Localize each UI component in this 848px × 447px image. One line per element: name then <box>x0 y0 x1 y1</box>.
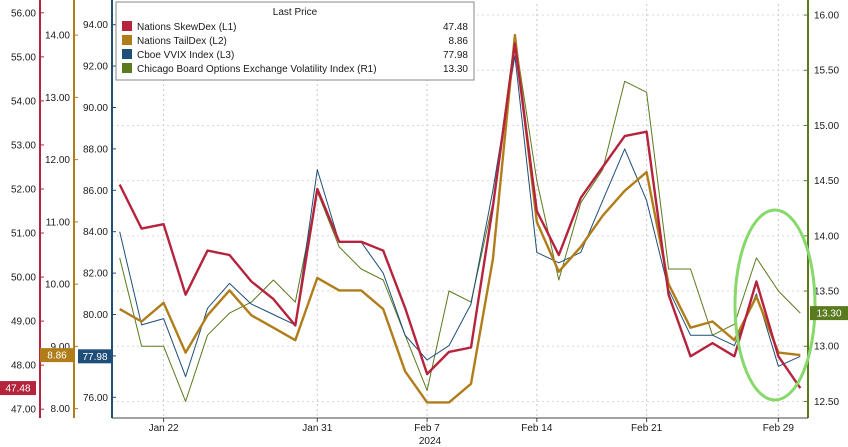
tag-l1-label: 47.48 <box>5 384 30 395</box>
axis-l1-tick-label: 54.00 <box>11 96 36 107</box>
axis-r1-tick-label: 15.00 <box>814 121 839 132</box>
legend-entry-value: 47.48 <box>443 22 468 33</box>
tag-l3-bg <box>78 349 112 364</box>
series-line-l2 <box>119 33 801 404</box>
axis-l3-tick-label: 84.00 <box>83 227 108 238</box>
axis-l3-tick-label: 76.00 <box>83 393 108 404</box>
axis-r1-tick-label: 14.50 <box>814 176 839 187</box>
x-year-label: 2024 <box>419 436 442 447</box>
tag-l2-label: 8.86 <box>47 351 67 362</box>
x-axis: Jan 22 Jan 31 Feb 7 Feb 14 Feb 21 Feb 29 2024 <box>112 417 808 447</box>
highlight-ellipse <box>733 208 817 402</box>
legend-entry-value: 13.30 <box>443 64 468 75</box>
x-tick-label: Feb 21 <box>631 423 663 434</box>
legend-entry-value: 8.86 <box>449 36 469 47</box>
axis-r1-tick-label: 13.50 <box>814 287 839 298</box>
axis-l2-tick-label: 10.00 <box>45 280 70 291</box>
axis-l3-tick-label: 82.00 <box>83 269 108 280</box>
axis-l2-tick-label: 14.00 <box>45 31 70 42</box>
x-tick-label: Jan 22 <box>149 423 179 434</box>
axis-r1-tick-label: 12.50 <box>814 397 839 408</box>
axis-l3-tick-label: 90.00 <box>83 103 108 114</box>
series-line-r1 <box>119 36 801 402</box>
axis-l1-tick-label: 50.00 <box>11 273 36 284</box>
tag-r1-bg <box>810 306 848 321</box>
tag-l1-bg <box>0 381 36 396</box>
x-tick-label: Jan 31 <box>302 423 332 434</box>
axis-r1-tick-label: 13.00 <box>814 342 839 353</box>
legend-header: Last Price <box>273 7 318 18</box>
axis-l3-tick-label: 92.00 <box>83 62 108 73</box>
axis-l2-tick-label: 9.00 <box>51 342 71 353</box>
x-tick-label: Feb 29 <box>763 423 795 434</box>
axis-l3-tick-label: 86.00 <box>83 186 108 197</box>
axis-l1-tick-label: 48.00 <box>11 361 36 372</box>
series-lines <box>118 33 802 404</box>
axis-l3-tick-label: 80.00 <box>83 310 108 321</box>
x-tick-label: Feb 14 <box>521 423 553 434</box>
legend-swatch <box>122 63 132 73</box>
legend-swatch <box>122 35 132 45</box>
axis-l2-tick-label: 12.00 <box>45 155 70 166</box>
tag-l2-bg <box>40 348 74 363</box>
x-tick-label: Feb 7 <box>414 423 440 434</box>
axis-l1-tick-label: 55.00 <box>11 52 36 63</box>
legend: Last Price Nations SkewDex (L1) 47.48 Natio… <box>115 1 475 81</box>
legend-entry-name: Chicago Board Options Exchange Volatilit… <box>137 64 377 75</box>
tag-r1-label: 13.30 <box>816 309 841 320</box>
axis-l3-tick-label: 88.00 <box>83 144 108 155</box>
legend-entry-name: Nations TailDex (L2) <box>137 36 227 47</box>
axis-l1-tick-label: 47.00 <box>11 405 36 416</box>
legend-entry-name: Nations SkewDex (L1) <box>137 22 236 33</box>
last-value-tags: 47.48 8.86 77.98 13.30 <box>0 306 848 396</box>
axis-l2-tick-label: 8.00 <box>51 404 71 415</box>
legend-entry-value: 77.98 <box>443 50 468 61</box>
axis-l1-tick-label: 51.00 <box>11 229 36 240</box>
series-line-l3 <box>119 55 801 378</box>
tag-l3-label: 77.98 <box>82 352 107 363</box>
series-line-l1 <box>118 42 802 389</box>
axis-l1-tick-label: 56.00 <box>11 8 36 19</box>
legend-entry-name: Cboe VVIX Index (L3) <box>137 50 234 61</box>
y-axes: 47.00 48.00 49.00 50.00 51.00 52.00 53.00 54.00… <box>11 0 839 418</box>
legend-swatch <box>122 49 132 59</box>
legend-swatch <box>122 21 132 31</box>
axis-r1-tick-label: 14.00 <box>814 231 839 242</box>
axis-l2-tick-label: 11.00 <box>46 217 71 228</box>
axis-r1-tick-label: 16.00 <box>814 11 839 22</box>
legend-box <box>115 1 475 81</box>
axis-l2-tick-label: 13.00 <box>45 93 70 104</box>
axis-l1-tick-label: 49.00 <box>11 317 36 328</box>
axis-l1-tick-label: 52.00 <box>11 184 36 195</box>
axis-l3-tick-label: 94.00 <box>83 20 108 31</box>
axis-l1-tick-label: 53.00 <box>11 140 36 151</box>
axis-r1-tick-label: 15.50 <box>814 66 839 77</box>
